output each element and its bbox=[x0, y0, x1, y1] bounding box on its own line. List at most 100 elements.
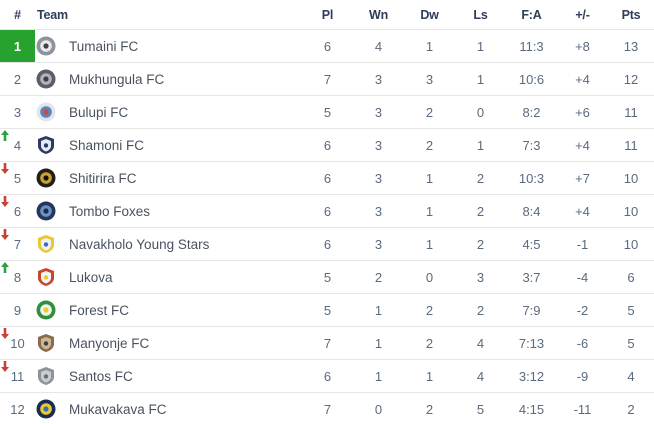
losses: 2 bbox=[476, 236, 485, 252]
team-cell: Bulupi FC bbox=[35, 102, 302, 122]
rank: 1 bbox=[13, 38, 22, 54]
played: 7 bbox=[323, 401, 332, 417]
goals-for-against: 7:3 bbox=[522, 137, 541, 153]
header-draws: Dw bbox=[420, 7, 439, 22]
draws: 1 bbox=[425, 203, 434, 219]
header-goals: F:A bbox=[521, 7, 542, 22]
draws: 3 bbox=[425, 71, 434, 87]
table-row[interactable]: 2 Mukhungula FC 7 3 3 1 10:6 +4 12 bbox=[0, 62, 654, 95]
wins: 1 bbox=[374, 368, 383, 384]
points: 10 bbox=[623, 170, 639, 186]
goals-for-against: 10:6 bbox=[518, 71, 545, 87]
played: 5 bbox=[323, 269, 332, 285]
down-arrow-icon bbox=[1, 196, 9, 207]
table-header-row: # Team Pl Wn Dw Ls F:A +/- Pts bbox=[0, 0, 654, 29]
table-row[interactable]: 7 Navakholo Young Stars 6 3 1 2 4:5 -1 1… bbox=[0, 227, 654, 260]
rank: 7 bbox=[13, 236, 22, 252]
table-row[interactable]: 3 Bulupi FC 5 3 2 0 8:2 +6 11 bbox=[0, 95, 654, 128]
team-name: Bulupi FC bbox=[69, 104, 129, 120]
goal-difference: -11 bbox=[573, 401, 592, 417]
team-name: Shitirira FC bbox=[69, 170, 137, 186]
losses: 2 bbox=[476, 302, 485, 318]
down-arrow-icon bbox=[1, 229, 9, 240]
goals-for-against: 4:5 bbox=[522, 236, 541, 252]
down-arrow-icon bbox=[1, 361, 9, 372]
team-cell: Tombo Foxes bbox=[35, 201, 302, 221]
goals-for-against: 7:13 bbox=[518, 335, 545, 351]
team-cell: Shamoni FC bbox=[35, 135, 302, 155]
wins: 3 bbox=[374, 170, 383, 186]
rank: 4 bbox=[13, 137, 22, 153]
rank: 3 bbox=[13, 104, 22, 120]
points: 13 bbox=[623, 38, 639, 54]
table-row[interactable]: 6 Tombo Foxes 6 3 1 2 8:4 +4 10 bbox=[0, 194, 654, 227]
losses: 1 bbox=[476, 137, 485, 153]
points: 4 bbox=[627, 368, 635, 384]
losses: 5 bbox=[476, 401, 485, 417]
draws: 1 bbox=[425, 170, 434, 186]
goal-difference: +7 bbox=[575, 170, 590, 186]
wins: 4 bbox=[374, 38, 383, 54]
played: 7 bbox=[323, 335, 332, 351]
up-arrow-icon bbox=[1, 130, 9, 141]
losses: 1 bbox=[476, 71, 485, 87]
rank-cell: 11 bbox=[0, 360, 35, 392]
table-row[interactable]: 12 Mukavakava FC 7 0 2 5 4:15 -11 2 bbox=[0, 392, 654, 424]
goals-for-against: 8:2 bbox=[522, 104, 541, 120]
header-wins: Wn bbox=[368, 7, 389, 22]
team-logo-icon bbox=[36, 234, 56, 254]
table-row[interactable]: 4 Shamoni FC 6 3 2 1 7:3 +4 11 bbox=[0, 128, 654, 161]
goal-difference: +4 bbox=[575, 137, 590, 153]
table-row[interactable]: 11 Santos FC 6 1 1 4 3:12 -9 4 bbox=[0, 359, 654, 392]
team-logo-icon bbox=[36, 333, 56, 353]
draws: 1 bbox=[425, 236, 434, 252]
team-name: Forest FC bbox=[69, 302, 130, 318]
played: 6 bbox=[323, 368, 332, 384]
team-name: Lukova bbox=[69, 269, 113, 285]
wins: 3 bbox=[374, 236, 383, 252]
team-cell: Tumaini FC bbox=[35, 36, 302, 56]
played: 5 bbox=[323, 302, 332, 318]
rank: 2 bbox=[13, 71, 22, 87]
wins: 1 bbox=[374, 302, 383, 318]
header-points: Pts bbox=[621, 7, 641, 22]
losses: 3 bbox=[476, 269, 485, 285]
table-row[interactable]: 1 Tumaini FC 6 4 1 1 11:3 +8 13 bbox=[0, 29, 654, 62]
rank: 12 bbox=[10, 401, 25, 417]
draws: 1 bbox=[425, 368, 434, 384]
goals-for-against: 4:15 bbox=[518, 401, 545, 417]
goal-difference: -6 bbox=[576, 335, 589, 351]
goals-for-against: 7:9 bbox=[522, 302, 541, 318]
rank-cell: 2 bbox=[0, 63, 35, 95]
goal-difference: +6 bbox=[575, 104, 590, 120]
played: 6 bbox=[323, 170, 332, 186]
team-logo-icon bbox=[36, 135, 56, 155]
header-played: Pl bbox=[321, 7, 334, 22]
draws: 1 bbox=[425, 38, 434, 54]
losses: 4 bbox=[476, 335, 485, 351]
losses: 0 bbox=[476, 104, 485, 120]
played: 6 bbox=[323, 236, 332, 252]
team-name: Navakholo Young Stars bbox=[69, 236, 210, 252]
goals-for-against: 8:4 bbox=[522, 203, 541, 219]
team-logo-icon bbox=[36, 69, 56, 89]
rank: 11 bbox=[10, 368, 25, 384]
points: 6 bbox=[627, 269, 635, 285]
team-logo-icon bbox=[36, 102, 56, 122]
rank-cell: 3 bbox=[0, 96, 35, 128]
draws: 2 bbox=[425, 137, 434, 153]
team-name: Mukhungula FC bbox=[69, 71, 165, 87]
team-name: Tumaini FC bbox=[69, 38, 139, 54]
table-row[interactable]: 5 Shitirira FC 6 3 1 2 10:3 +7 10 bbox=[0, 161, 654, 194]
table-row[interactable]: 9 Forest FC 5 1 2 2 7:9 -2 5 bbox=[0, 293, 654, 326]
points: 5 bbox=[627, 302, 635, 318]
team-cell: Santos FC bbox=[35, 366, 302, 386]
rank-cell: 7 bbox=[0, 228, 35, 260]
draws: 0 bbox=[425, 269, 434, 285]
wins: 2 bbox=[374, 269, 383, 285]
table-row[interactable]: 8 Lukova 5 2 0 3 3:7 -4 6 bbox=[0, 260, 654, 293]
wins: 3 bbox=[374, 104, 383, 120]
table-row[interactable]: 10 Manyonje FC 7 1 2 4 7:13 -6 5 bbox=[0, 326, 654, 359]
rank-cell: 9 bbox=[0, 294, 35, 326]
